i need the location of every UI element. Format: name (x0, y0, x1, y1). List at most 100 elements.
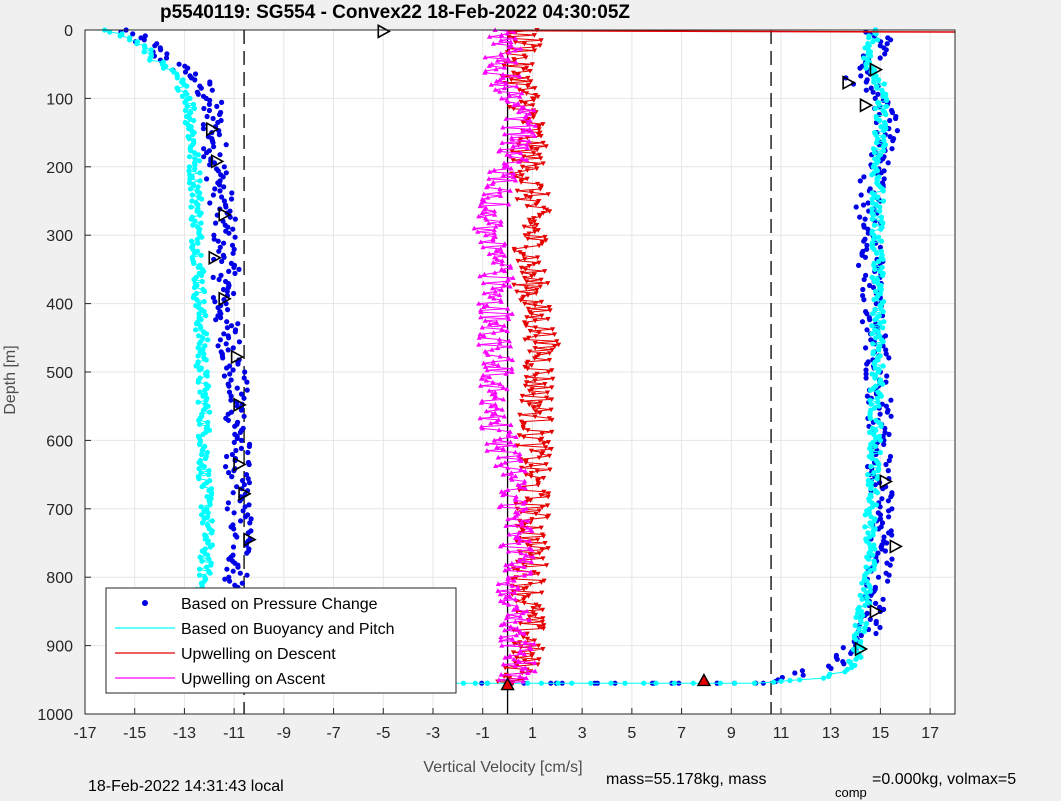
pressure-point (221, 373, 227, 379)
ascent-point (520, 610, 526, 616)
buoyancy-point (197, 170, 203, 176)
buoyancy-point (872, 327, 878, 333)
pressure-point (236, 266, 242, 272)
ascent-point (500, 472, 506, 477)
buoyancy-point (209, 530, 215, 536)
descent-point (536, 152, 543, 158)
pressure-point (225, 417, 231, 423)
x-tick-label: 7 (677, 725, 686, 742)
buoyancy-point (201, 299, 207, 305)
buoyancy-point (198, 325, 204, 331)
buoyancy-point (863, 590, 869, 596)
pressure-point (229, 190, 235, 196)
ascent-point (492, 389, 498, 395)
descent-point (527, 195, 534, 201)
ascent-point (478, 307, 484, 313)
buoyancy-point (882, 142, 889, 148)
ascent-point (501, 131, 508, 137)
buoyancy-point (206, 427, 213, 433)
pressure-point (865, 200, 871, 206)
pressure-point (218, 315, 224, 321)
ascent-point (524, 145, 530, 150)
buoyancy-point (867, 568, 873, 574)
descent-point (547, 209, 553, 214)
descent-point (514, 539, 520, 544)
buoyancy-point (191, 276, 197, 283)
ascent-point (478, 239, 484, 244)
descent-point (550, 376, 556, 382)
descent-point (542, 269, 548, 274)
descent-point (533, 163, 539, 168)
buoyancy-point (196, 367, 202, 373)
buoyancy-point (865, 472, 871, 478)
buoyancy-point (871, 146, 877, 152)
buoyancy-point (207, 544, 213, 550)
descent-point (525, 366, 531, 372)
pressure-point (879, 542, 885, 548)
pressure-point (858, 73, 864, 79)
x-tick-label: -17 (73, 725, 96, 742)
buoyancy-point (879, 252, 885, 258)
buoyancy-point (862, 45, 868, 51)
ascent-point (498, 37, 504, 43)
pressure-point (885, 498, 892, 504)
pressure-point (239, 580, 245, 586)
ascent-point (497, 292, 503, 298)
pressure-point (867, 282, 873, 289)
pressure-point (223, 464, 229, 470)
ascent-point (490, 359, 496, 364)
descent-point (540, 122, 546, 127)
pressure-point (219, 258, 225, 264)
ascent-point (505, 579, 511, 585)
buoyancy-point (192, 218, 198, 224)
ascent-point (487, 169, 493, 174)
descent-point (546, 453, 553, 459)
ascent-point (516, 557, 522, 563)
ascent-point (497, 591, 503, 597)
pressure-point (880, 433, 886, 439)
buoyancy-point (199, 447, 205, 454)
buoyancy-point (875, 389, 881, 395)
descent-point (549, 385, 555, 390)
pressure-point (893, 113, 899, 120)
x-tick-label: -5 (376, 725, 390, 742)
buoyancy-point (862, 524, 868, 530)
pressure-point (227, 371, 233, 377)
ascent-point (507, 188, 513, 193)
buoyancy-point (870, 311, 876, 317)
ascent-point (477, 273, 483, 279)
buoyancy-point (863, 536, 869, 542)
pressure-point (225, 500, 231, 506)
y-axis-label: Depth [m] (2, 345, 19, 414)
pressure-point (867, 186, 873, 192)
buoyancy-point (197, 212, 203, 218)
buoyancy-point (182, 99, 188, 105)
buoyancy-point (875, 474, 881, 480)
buoyancy-point (881, 81, 887, 87)
pressure-point (212, 186, 218, 192)
ascent-point (491, 295, 497, 301)
descent-point (526, 264, 532, 269)
descent-point (522, 101, 528, 107)
buoyancy-point (876, 174, 882, 180)
buoyancy-point (853, 614, 859, 621)
ascent-point (507, 429, 513, 434)
ascent-point (504, 328, 510, 333)
ascent-point (499, 266, 505, 272)
descent-point (538, 156, 544, 161)
buoyancy-point (878, 238, 885, 244)
legend-label-pressure: Based on Pressure Change (181, 596, 378, 613)
pressure-point (877, 244, 884, 250)
ascent-point (506, 566, 512, 571)
y-tick-label: 200 (46, 160, 73, 177)
ascent-point (483, 377, 489, 383)
pressure-point (238, 445, 244, 451)
descent-point (533, 602, 539, 608)
ascent-point (486, 388, 492, 393)
descent-point (520, 426, 526, 431)
x-tick-label: -1 (476, 725, 490, 742)
x-tick-label: 13 (822, 725, 840, 742)
buoyancy-point (876, 403, 882, 409)
descent-point (526, 402, 532, 408)
buoyancy-point (196, 158, 202, 164)
